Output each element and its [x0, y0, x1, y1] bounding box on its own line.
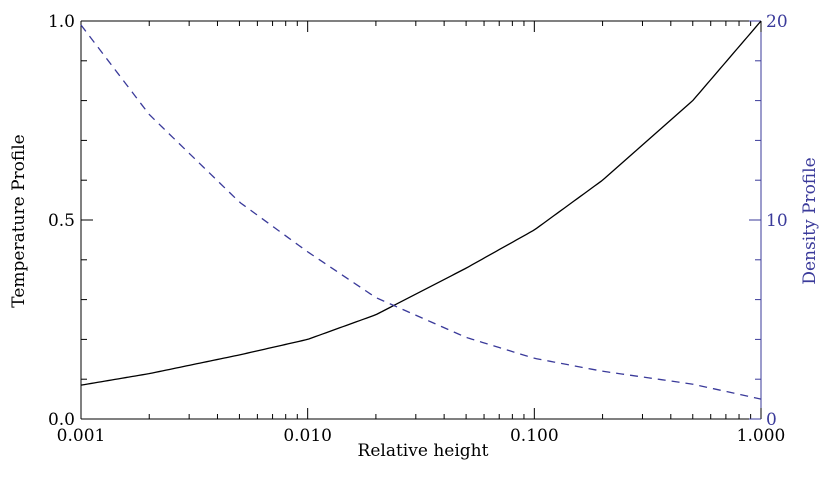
x-tick-label: 0.010	[283, 426, 332, 446]
left-axis-title: Temperature Profile	[9, 134, 29, 307]
plot-frame	[80, 20, 762, 420]
x-tick-label: 0.100	[510, 426, 559, 446]
x-tick-label: 0.001	[57, 426, 106, 446]
right-axis-title: Density Profile	[800, 157, 820, 284]
x-tick-label: 1.000	[737, 426, 786, 446]
y-right-tick-label: 0	[766, 410, 777, 430]
y-left-tick-label: 0.5	[48, 211, 75, 231]
labels-layer: Relative height Temperature Profile Dens…	[9, 134, 820, 461]
y-left-tick-label: 1.0	[48, 12, 75, 32]
ticks-layer: 0.001 0.010 0.100 1.000 0.0 0.5 1.0 0 10 20	[48, 12, 788, 446]
density-profile-line	[80, 24, 762, 400]
temperature-profile-line	[80, 20, 762, 386]
x-axis-title: Relative height	[358, 441, 489, 461]
series-layer	[80, 20, 762, 400]
y-left-tick-label: 0.0	[48, 410, 75, 430]
y-right-tick-label: 10	[766, 211, 788, 231]
y-right-tick-label: 20	[766, 12, 788, 32]
